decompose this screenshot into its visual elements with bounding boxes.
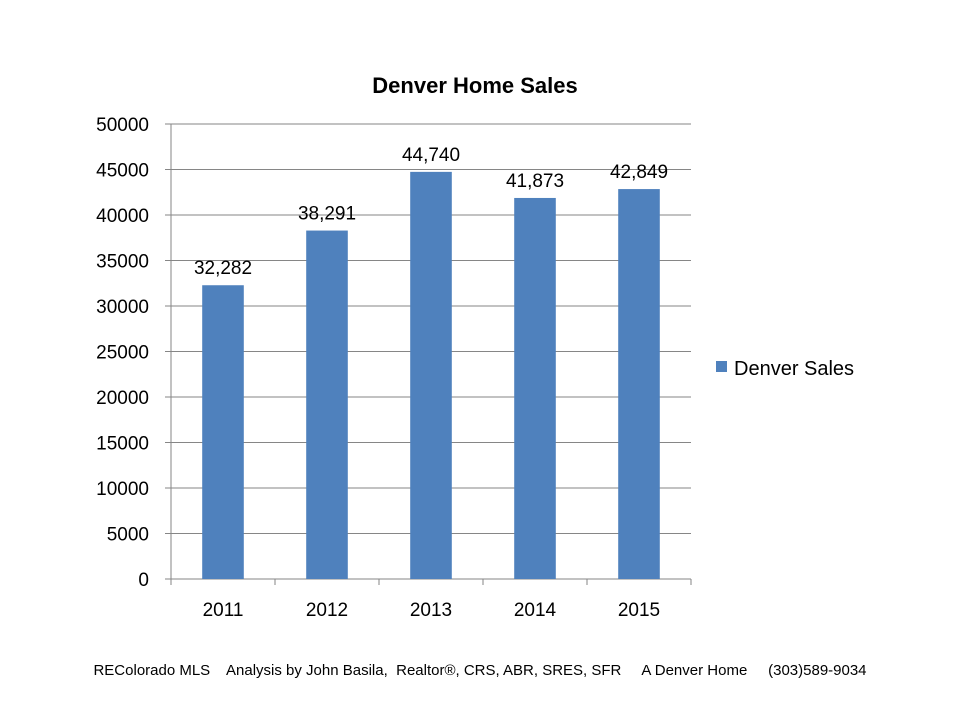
y-tick-label: 40000 (96, 206, 149, 227)
legend: Denver Sales (716, 358, 854, 380)
y-tick-label: 20000 (96, 388, 149, 409)
bar-2011 (202, 285, 244, 579)
y-tick-label: 15000 (96, 434, 149, 455)
y-tick-label: 35000 (96, 252, 149, 273)
legend-label-denver-sales: Denver Sales (734, 358, 854, 380)
y-tick-label: 50000 (96, 115, 149, 136)
axes: 0 5000 10000 15000 20000 25000 30000 35000 40000… (96, 115, 692, 621)
footer-credit: REColorado MLS Analysis by John Basila, … (93, 662, 867, 679)
x-tick-label: 2015 (618, 600, 660, 621)
bar-2015 (618, 189, 660, 579)
bar-2013 (410, 171, 452, 579)
bar-2014 (514, 197, 556, 580)
y-tick-label: 45000 (96, 161, 149, 182)
bars (202, 171, 660, 580)
data-labels: 32,282 38,291 44,740 41,873 42,849 (194, 145, 668, 279)
data-label-2012: 38,291 (298, 204, 356, 225)
y-tick-label: 0 (138, 570, 149, 591)
chart-title: Denver Home Sales (372, 73, 577, 98)
y-tick-label: 5000 (107, 525, 149, 546)
x-tick-label: 2012 (306, 600, 348, 621)
x-tick-label: 2013 (410, 600, 452, 621)
data-label-2013: 44,740 (402, 145, 460, 166)
x-tick-label: 2011 (203, 600, 244, 621)
y-tick-label: 30000 (96, 297, 149, 318)
y-tick-label: 10000 (96, 479, 149, 500)
data-label-2014: 41,873 (506, 171, 564, 192)
data-label-2011: 32,282 (194, 258, 252, 279)
y-tick-label: 25000 (96, 343, 149, 364)
legend-swatch (716, 361, 727, 372)
bar-2012 (306, 230, 348, 580)
data-label-2015: 42,849 (610, 162, 668, 183)
x-tick-label: 2014 (514, 600, 557, 621)
